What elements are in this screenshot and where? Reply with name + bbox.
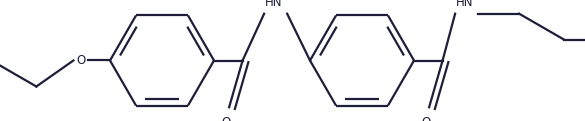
Text: HN: HN [456, 0, 474, 9]
Text: O: O [421, 116, 431, 121]
Text: HN: HN [266, 0, 283, 9]
Text: O: O [77, 54, 86, 67]
Text: O: O [222, 116, 230, 121]
